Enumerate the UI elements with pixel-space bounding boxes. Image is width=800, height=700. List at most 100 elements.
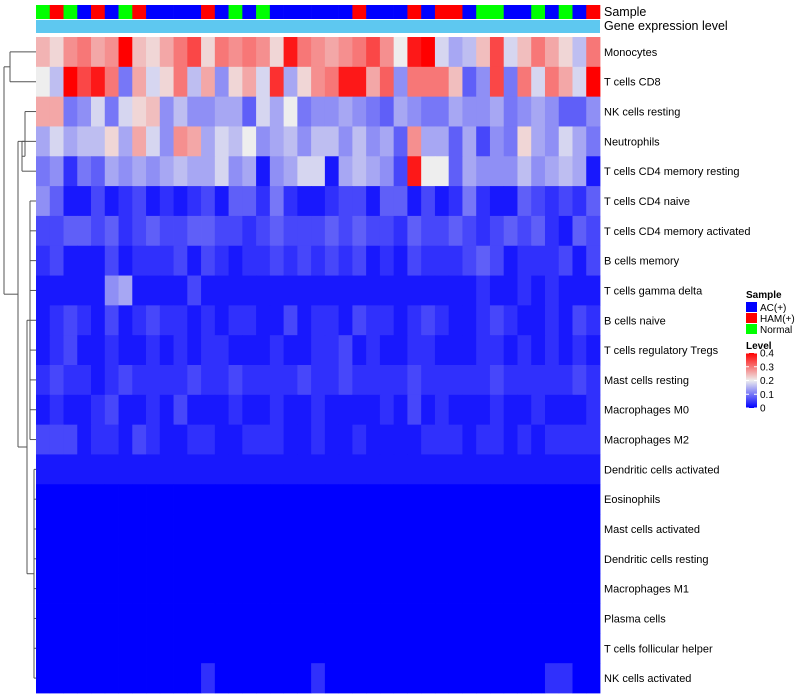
heatmap-cell bbox=[146, 633, 161, 664]
sample-annotation-cell bbox=[572, 5, 587, 19]
row-label: NK cells resting bbox=[604, 107, 680, 119]
heatmap-cell bbox=[146, 305, 161, 336]
heatmap-cell bbox=[214, 663, 229, 694]
heatmap-cell bbox=[214, 245, 229, 276]
heatmap-cell bbox=[448, 573, 463, 604]
heatmap-cell bbox=[91, 275, 106, 306]
sample-annotation-cell bbox=[104, 5, 119, 19]
heatmap-cell bbox=[462, 156, 477, 187]
heatmap-cell bbox=[146, 543, 161, 575]
heatmap-cell bbox=[503, 454, 518, 485]
heatmap-cell bbox=[132, 365, 147, 396]
heatmap-cell bbox=[448, 394, 463, 426]
heatmap-cell bbox=[517, 335, 532, 366]
heatmap-cell bbox=[77, 335, 92, 366]
heatmap-cell bbox=[572, 573, 587, 604]
heatmap-cell bbox=[63, 573, 78, 604]
heatmap-cell bbox=[407, 215, 422, 247]
heatmap-cell bbox=[338, 484, 353, 515]
heatmap-cell bbox=[379, 514, 395, 545]
heatmap-cell bbox=[586, 215, 601, 247]
heatmap-cell bbox=[63, 514, 78, 545]
heatmap-cell bbox=[104, 215, 119, 247]
heatmap-cell bbox=[283, 66, 298, 98]
heatmap-cell bbox=[187, 275, 202, 306]
heatmap-cell bbox=[544, 484, 560, 515]
heatmap-cell bbox=[228, 603, 243, 634]
heatmap-cell bbox=[544, 245, 560, 276]
heatmap-cell bbox=[132, 663, 147, 694]
heatmap-cell bbox=[132, 484, 147, 515]
heatmap-cell bbox=[63, 96, 78, 127]
heatmap-cell bbox=[531, 484, 546, 515]
row-label: T cells CD8 bbox=[604, 77, 661, 89]
heatmap-cell bbox=[36, 66, 51, 98]
heatmap-cell bbox=[283, 543, 298, 575]
row-label: Macrophages M2 bbox=[604, 435, 689, 447]
heatmap-cell bbox=[558, 215, 573, 247]
heatmap-cell bbox=[393, 96, 408, 127]
heatmap-cell bbox=[489, 66, 505, 98]
heatmap-cell bbox=[544, 514, 560, 545]
heatmap-cell bbox=[132, 543, 147, 575]
heatmap-cell bbox=[338, 126, 353, 157]
heatmap-cell bbox=[434, 365, 450, 396]
heatmap-cell bbox=[173, 126, 188, 157]
heatmap-cell bbox=[462, 543, 477, 575]
heatmap-cell bbox=[201, 156, 216, 187]
heatmap-cell bbox=[91, 484, 106, 515]
heatmap-cell bbox=[324, 186, 340, 217]
heatmap-cell bbox=[544, 275, 560, 306]
heatmap-cell bbox=[338, 603, 353, 634]
heatmap-cell bbox=[228, 394, 243, 426]
heatmap-cell bbox=[242, 66, 257, 98]
heatmap-cell bbox=[476, 603, 491, 634]
heatmap-cell bbox=[201, 573, 216, 604]
heatmap-cell bbox=[77, 275, 92, 306]
heatmap-cell bbox=[36, 424, 51, 455]
heatmap-cell bbox=[393, 633, 408, 664]
heatmap-cell bbox=[489, 484, 505, 515]
heatmap-cell bbox=[228, 37, 243, 68]
heatmap-cell bbox=[214, 37, 229, 68]
heatmap-cell bbox=[421, 573, 436, 604]
heatmap-cell bbox=[407, 275, 422, 306]
heatmap-cell bbox=[352, 543, 367, 575]
heatmap-cell bbox=[558, 186, 573, 217]
heatmap-cell bbox=[462, 186, 477, 217]
heatmap-cell bbox=[132, 573, 147, 604]
heatmap-cell bbox=[297, 66, 312, 98]
heatmap-cell bbox=[63, 305, 78, 336]
heatmap-cell bbox=[159, 633, 174, 664]
sample-annotation-cell bbox=[269, 5, 284, 19]
heatmap-cell bbox=[338, 543, 353, 575]
heatmap-cell bbox=[146, 514, 161, 545]
heatmap-cell bbox=[352, 275, 367, 306]
heatmap-cell bbox=[104, 633, 119, 664]
heatmap-cell bbox=[283, 245, 298, 276]
heatmap-cell bbox=[572, 514, 587, 545]
heatmap-cell bbox=[173, 305, 188, 336]
heatmap-cell bbox=[63, 126, 78, 157]
sample-annotation-cell bbox=[91, 5, 106, 19]
heatmap-cell bbox=[91, 335, 106, 366]
heatmap-cell bbox=[503, 573, 518, 604]
heatmap-cell bbox=[531, 215, 546, 247]
heatmap-cell bbox=[366, 573, 381, 604]
heatmap-cell bbox=[214, 96, 229, 127]
heatmap-cell bbox=[489, 663, 505, 694]
sample-annotation-cell bbox=[586, 5, 601, 19]
heatmap-cell bbox=[283, 275, 298, 306]
legend-sample-swatch bbox=[746, 302, 757, 312]
heatmap-cell bbox=[531, 156, 546, 187]
heatmap-cell bbox=[104, 335, 119, 366]
heatmap-cell bbox=[311, 454, 326, 485]
heatmap-cell bbox=[256, 335, 271, 366]
heatmap-cell bbox=[173, 424, 188, 455]
row-dendrogram bbox=[3, 51, 36, 679]
heatmap-cell bbox=[366, 424, 381, 455]
heatmap-cell bbox=[503, 603, 518, 634]
heatmap-cell bbox=[462, 275, 477, 306]
heatmap-cell bbox=[36, 394, 51, 426]
heatmap-cell bbox=[118, 394, 133, 426]
